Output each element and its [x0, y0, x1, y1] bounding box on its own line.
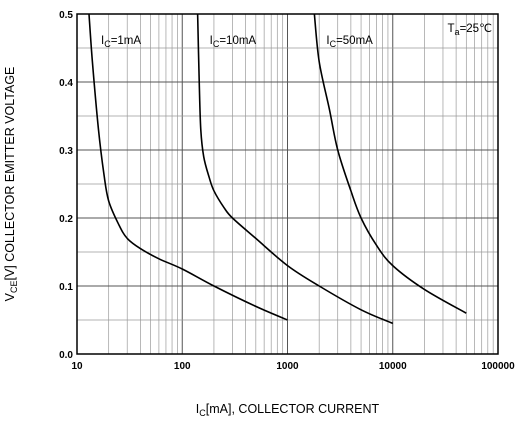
series-label: IC=10mA: [210, 35, 257, 49]
y-tick-label: 0.1: [59, 282, 73, 293]
x-axis-title: IC[mA], COLLECTOR CURRENT: [196, 402, 380, 418]
y-tick-label: 0.3: [59, 146, 73, 157]
grid: [77, 14, 498, 354]
series-label: IC=1mA: [101, 35, 141, 49]
y-tick-labels: 0.0 0.1 0.2 0.3 0.4 0.5: [59, 10, 73, 361]
x-tick-label: 10: [71, 361, 83, 372]
y-tick-label: 0.4: [59, 78, 73, 89]
series-line: [313, 13, 467, 314]
plot-frame: [76, 13, 499, 355]
y-tick-label: 0.5: [59, 10, 73, 21]
series-label: IC=50mA: [326, 35, 373, 49]
x-tick-labels: 10 100 1000 10000 100000: [71, 361, 515, 372]
series-labels: IC=1mA IC=10mA IC=50mA: [101, 35, 373, 49]
condition-label: Ta=25℃: [448, 23, 493, 37]
series-line: [196, 13, 394, 325]
y-tick-label: 0.2: [59, 214, 73, 225]
y-axis-title: VCE[V] COLLECTOR EMITTER VOLTAGE: [3, 67, 19, 302]
x-tick-label: 1000: [276, 361, 299, 372]
x-tick-label: 100: [174, 361, 191, 372]
x-tick-label: 100000: [481, 361, 515, 372]
series-line: [88, 13, 288, 321]
x-tick-label: 10000: [379, 361, 407, 372]
y-tick-label: 0.0: [59, 350, 73, 361]
series-lines: [88, 13, 467, 325]
